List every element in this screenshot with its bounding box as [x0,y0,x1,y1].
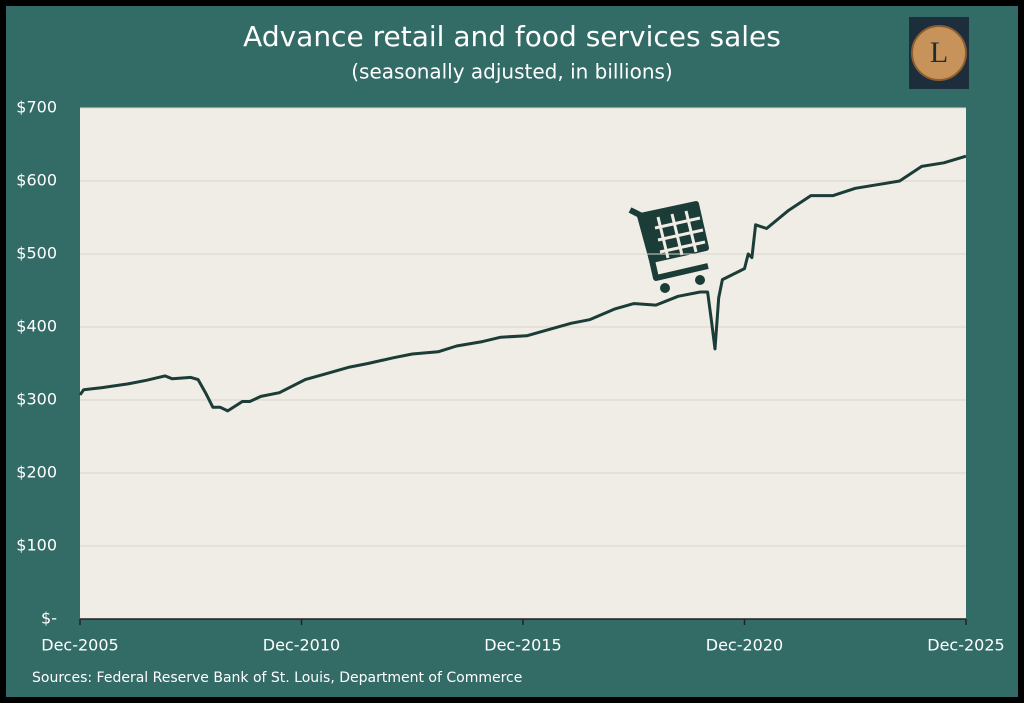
source: Sources: Federal Reserve Bank of St. Lou… [32,670,522,686]
logo-circle [911,25,967,81]
y-tick-label: $- [41,609,57,628]
x-tick-label: Dec-2025 [927,636,1004,655]
x-tick-label: Dec-2015 [484,636,561,655]
y-tick-label: $700 [16,98,57,117]
chart-title: Advance retail and food services sales [243,20,781,53]
y-tick-label: $400 [16,317,57,336]
logo-text: L [930,36,948,69]
chart-subtitle: (seasonally adjusted, in billions) [351,60,672,84]
cart-icon [628,201,709,293]
x-tick-label: Dec-2005 [41,636,118,655]
plot-content: $- $100 $200 $300 $400 $500 $600 $700 Dec-2005 De… [16,98,1004,655]
y-tick-label: $100 [16,536,57,555]
data-line [78,154,967,413]
x-tick-label: Dec-2020 [706,636,783,655]
x-tick-label: Dec-2010 [263,636,340,655]
y-tick-label: $500 [16,244,57,263]
y-tick-label: $300 [16,390,57,409]
y-tick-label: $600 [16,171,57,190]
plot-area [80,108,966,619]
y-tick-label: $200 [16,463,57,482]
